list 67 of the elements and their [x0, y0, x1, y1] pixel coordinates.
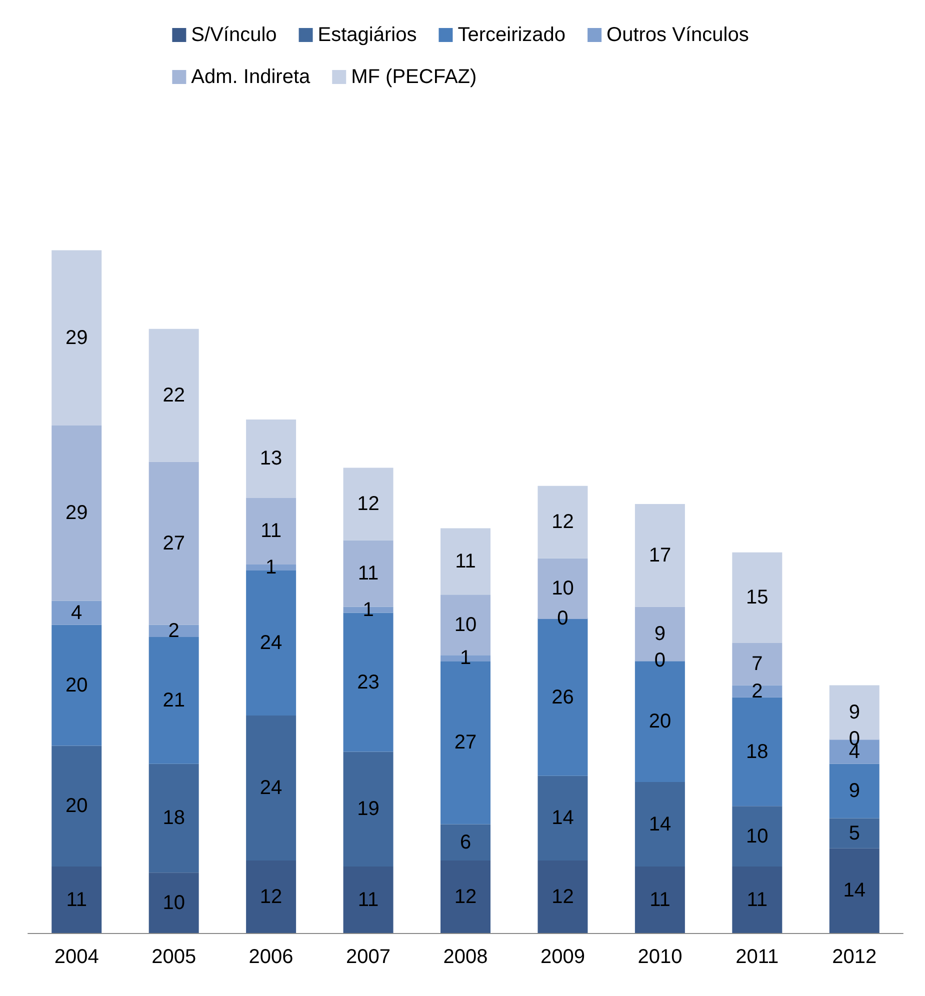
data-label: 11: [66, 888, 87, 911]
data-label: 29: [65, 502, 88, 524]
data-label: 9: [654, 622, 666, 645]
data-label: 19: [357, 798, 380, 820]
data-label: 24: [260, 777, 282, 799]
data-label: 1: [362, 598, 374, 621]
data-label: 10: [454, 614, 477, 636]
data-label: 15: [746, 586, 768, 609]
data-label: 2: [752, 680, 763, 702]
data-label: 0: [654, 650, 666, 672]
data-label: 5: [848, 822, 860, 844]
data-label: 7: [752, 653, 763, 676]
data-label: 12: [260, 886, 282, 908]
data-label: 24: [260, 632, 282, 654]
x-tick-label: 2008: [443, 946, 488, 968]
data-label: 23: [357, 671, 380, 694]
data-label: 2: [168, 620, 180, 642]
data-label: 12: [357, 493, 380, 516]
legend-label: Outros Vínculos: [606, 24, 749, 46]
legend-label: MF (PECFAZ): [351, 66, 477, 88]
legend-label: Terceirizado: [458, 24, 566, 46]
x-tick-label: 2011: [736, 946, 779, 968]
x-tick-label: 2006: [248, 946, 294, 968]
x-tick-label: 2012: [832, 946, 877, 968]
legend-label: S/Vínculo: [191, 24, 277, 46]
legend-label: Estagiários: [318, 24, 417, 46]
data-label: 14: [648, 813, 672, 836]
x-tick-label: 2005: [152, 946, 196, 968]
data-label: 12: [552, 886, 574, 908]
data-label: 1: [265, 556, 277, 578]
x-tick-label: 2009: [540, 946, 585, 968]
data-label: 20: [648, 710, 672, 733]
data-label: 27: [454, 732, 477, 754]
data-label: 14: [552, 807, 574, 830]
data-label: 18: [162, 807, 185, 830]
data-label: 20: [65, 795, 88, 818]
data-label: 22: [162, 384, 185, 406]
data-label: 17: [648, 544, 672, 566]
x-tick-label: 2010: [638, 946, 682, 968]
data-label: 9: [848, 701, 860, 724]
legend-label: Adm. Indireta: [191, 66, 311, 88]
data-label: 10: [552, 578, 574, 600]
data-label: 26: [552, 686, 574, 708]
data-label: 14: [843, 880, 866, 902]
data-label: 10: [162, 892, 185, 914]
data-label: 21: [162, 689, 185, 712]
data-label: 29: [65, 326, 88, 349]
data-label: 27: [162, 532, 185, 554]
data-label: 18: [746, 740, 768, 763]
data-label: 6: [460, 831, 472, 854]
data-label: 4: [71, 602, 82, 624]
data-label: 12: [552, 511, 574, 534]
data-label: 11: [746, 888, 768, 911]
data-label: 11: [358, 888, 379, 911]
x-tick-label: 2007: [346, 946, 391, 968]
data-label: 11: [358, 562, 379, 585]
data-label: 13: [260, 448, 282, 470]
data-label: 11: [455, 550, 476, 572]
data-label: 11: [650, 888, 670, 911]
data-label: 12: [454, 886, 477, 908]
data-label: 9: [848, 780, 860, 802]
x-tick-label: 2004: [54, 946, 99, 968]
data-label: 20: [65, 674, 88, 696]
data-label: 11: [260, 520, 282, 542]
data-label: 1: [460, 647, 472, 670]
data-label: 0: [557, 607, 568, 630]
data-label: 10: [746, 825, 768, 848]
